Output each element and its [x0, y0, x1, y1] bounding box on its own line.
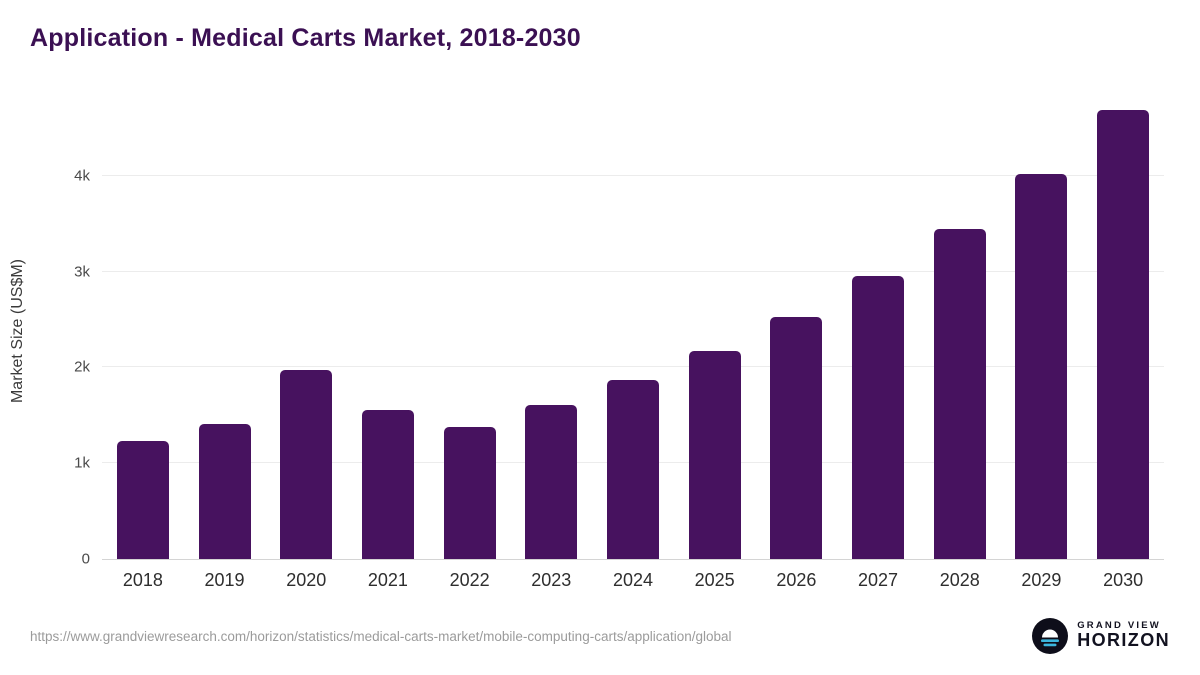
bar-band [265, 100, 347, 559]
gridline [102, 270, 1164, 272]
source-url: https://www.grandviewresearch.com/horizo… [30, 629, 732, 644]
x-tick-label: 2020 [286, 570, 327, 590]
bar-band [592, 100, 674, 559]
bar-2026 [770, 316, 823, 559]
y-tick-label: 0 [81, 550, 90, 568]
bar-band [1082, 100, 1164, 559]
x-axis-labels: 2018 2019 2020 2021 2022 2023 2024 2025 2026 2027… [102, 559, 1164, 591]
bar-band [184, 100, 266, 559]
x-tick-label: 2027 [858, 570, 899, 590]
x-tick-label: 2026 [776, 570, 817, 590]
x-tick-label: 2018 [122, 570, 163, 590]
bar-2025 [688, 351, 741, 559]
gridline [102, 366, 1164, 368]
bar-band [102, 100, 184, 559]
bar-2024 [606, 379, 659, 559]
y-tick-label: 3k [74, 263, 90, 281]
x-tick-label: 2023 [531, 570, 572, 590]
bar-band [347, 100, 429, 559]
bar-band [429, 100, 511, 559]
x-tick-label: 2022 [449, 570, 490, 590]
y-tick-label: 4k [74, 167, 90, 185]
x-tick-label: 2025 [694, 570, 735, 590]
bar-2020 [280, 370, 333, 559]
bar-2018 [116, 441, 169, 559]
bar-band [674, 100, 756, 559]
bar-2030 [1097, 109, 1150, 559]
plot-area [102, 100, 1164, 559]
y-tick-label: 2k [74, 358, 90, 376]
chart-title: Application - Medical Carts Market, 2018… [30, 24, 581, 52]
bar-band [837, 100, 919, 559]
x-tick-label: 2024 [612, 570, 653, 590]
plot-region: 0 1k 2k 3k 4k 2018 2019 2020 2021 2022 2023 2024 20… [74, 100, 1164, 590]
y-tick-label: 1k [74, 454, 90, 472]
bar-2022 [443, 426, 496, 559]
horizon-sunrise-icon [1032, 618, 1069, 654]
bar-band [510, 100, 592, 559]
x-tick-label: 2028 [939, 570, 980, 590]
y-axis-ticks: 0 1k 2k 3k 4k [50, 100, 90, 567]
bar-2021 [361, 409, 414, 559]
bar-band [919, 100, 1001, 559]
brand-line1: GRAND VIEW [1077, 619, 1161, 631]
brand-logo: GRAND VIEW HORIZON [1032, 618, 1170, 654]
x-tick-label: 2019 [204, 570, 245, 590]
bar-band [1001, 100, 1083, 559]
brand-line2: HORIZON [1077, 630, 1170, 651]
bar-2029 [1015, 173, 1068, 559]
bar-2023 [525, 404, 578, 559]
bar-2019 [198, 423, 251, 559]
x-tick-label: 2029 [1021, 570, 1062, 590]
bar-band [756, 100, 838, 559]
brand-wordmark: GRAND VIEW HORIZON [1077, 619, 1170, 651]
gridline [102, 174, 1164, 176]
x-tick-label: 2030 [1103, 570, 1144, 590]
x-tick-label: 2021 [367, 570, 408, 590]
y-axis-title: Market Size (US$M) [9, 258, 26, 404]
bar-2028 [933, 229, 986, 559]
bar-2027 [852, 276, 905, 559]
